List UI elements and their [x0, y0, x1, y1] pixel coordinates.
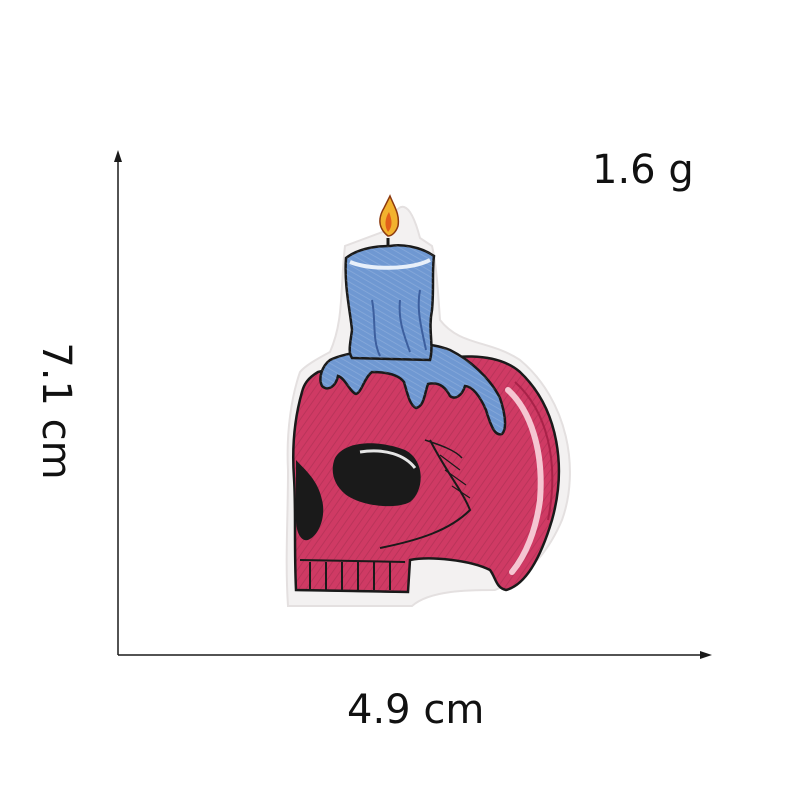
horizontal-axis-arrow-icon	[700, 651, 712, 659]
nose-cavity	[296, 460, 324, 541]
weight-label: 1.6 g	[592, 147, 694, 193]
teeth	[295, 559, 409, 593]
height-label: 7.1 cm	[33, 342, 79, 480]
width-label: 4.9 cm	[347, 687, 485, 733]
eye-socket	[332, 443, 421, 507]
dimension-axes	[114, 150, 712, 659]
skull-candle-patch	[285, 194, 571, 607]
vertical-axis-arrow-icon	[114, 150, 122, 162]
